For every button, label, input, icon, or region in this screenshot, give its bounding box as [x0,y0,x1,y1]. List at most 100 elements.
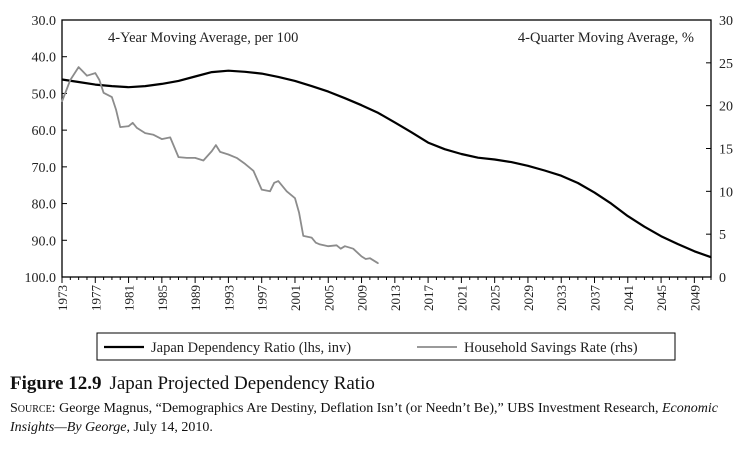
right-y-tick-label: 15 [719,143,733,158]
x-tick-label: 2013 [388,285,403,311]
dependency-ratio-point [394,121,396,123]
dependency-ratio-point [377,112,379,114]
savings-rate-point [202,159,204,162]
x-tick-label: 1985 [155,285,170,311]
savings-rate-point [360,255,363,257]
left-y-tick-label: 100.0 [25,271,57,286]
x-tick-label: 2037 [588,285,603,312]
dependency-ratio-point [477,157,479,159]
dependency-ratio-point [560,175,562,177]
dependency-ratio-point [177,80,180,82]
dependency-ratio-point [627,215,629,217]
savings-rate-point [365,258,367,260]
savings-rate-point [194,157,196,159]
x-tick-label: 2029 [521,285,536,311]
dependency-ratio-point [78,81,80,83]
savings-rate-line [61,66,379,265]
x-tick-label: 2049 [687,285,702,311]
dependency-ratio-point [311,85,313,87]
legend-label-dependency: Japan Dependency Ratio (lhs, inv) [151,340,351,356]
dependency-ratio-point [410,131,413,133]
left-y-tick-label: 50.0 [32,87,57,102]
axes [61,19,712,283]
savings-rate-point [161,138,163,140]
x-tick-label: 1989 [188,285,203,311]
savings-rate-point [252,170,254,172]
legend-box [96,332,676,361]
dependency-ratio-point [643,226,646,228]
dependency-ratio-point [61,78,63,81]
x-tick-label: 1997 [255,285,270,312]
dependency-ratio-point [360,104,363,106]
figure-label: Figure 12.9 [10,373,102,394]
figure-caption: Figure 12.9 Japan Projected Dependency Ra… [10,372,740,437]
x-tick-label: 2017 [421,285,436,312]
figure-title: Japan Projected Dependency Ratio [109,373,375,394]
dependency-ratio-point [427,142,429,144]
savings-rate-point [236,157,238,159]
right-y-tick-label: 30 [719,14,733,29]
dependency-ratio-point [527,165,529,167]
savings-rate-point [344,245,346,247]
dependency-ratio-point [194,75,196,78]
savings-rate-point [298,212,300,214]
legend-label-savings: Household Savings Rate (rhs) [464,340,638,356]
x-tick-label: 2033 [554,285,569,311]
dependency-ratio-point [277,76,279,78]
savings-rate-point [186,157,188,159]
source-italic: Economic Insights—By George [10,401,718,435]
savings-rate-point [177,156,180,158]
savings-rate-point [340,248,342,250]
dependency-ratio-point [111,85,113,87]
plot-frame [61,19,712,278]
savings-rate-point [61,100,63,102]
x-tick-label: 2009 [355,285,370,311]
savings-rate-point [219,151,221,153]
savings-rate-point [111,96,113,98]
dependency-ratio-point [510,161,512,163]
savings-rate-point [248,166,250,168]
right-y-tick-label: 5 [719,228,726,243]
savings-rate-point [215,144,217,146]
savings-rate-point [327,245,329,247]
savings-rate-point [261,189,263,191]
savings-rate-point [227,153,229,156]
savings-rate-point [94,72,96,74]
savings-rate-point [311,237,313,239]
dependency-ratio-point [460,153,462,155]
left-y-tick-label: 60.0 [32,124,57,139]
savings-rate-point [103,92,105,94]
savings-rate-point [211,150,213,152]
dependency-ratio-point [577,182,579,184]
dependency-ratio-point [144,85,146,87]
dependency-ratio-point [444,148,446,150]
legend: Japan Dependency Ratio (lhs, inv) Househo… [96,332,676,361]
savings-rate-point [336,244,338,246]
x-tick-label: 2021 [454,285,469,311]
dependency-ratio-point [294,80,296,82]
left-y-tick-label: 90.0 [32,234,57,249]
savings-rate-point [165,137,167,139]
axis-labels: 30.0 40.0 50.0 60.0 70.0 80.0 90.0 100.0 0 5 10 15 2… [25,14,734,311]
savings-rate-point [377,262,379,264]
dependency-ratio-point [227,70,229,72]
savings-rate-point [277,180,279,182]
source-text-2: , July 14, 2010. [126,420,213,435]
series-lines [61,66,712,265]
right-y-tick-label: 0 [719,271,726,286]
dependency-ratio-point [244,71,246,73]
savings-rate-point [352,248,354,250]
savings-rate-point [244,163,246,165]
dependency-ratio-point [693,250,696,252]
savings-rate-point [69,79,71,81]
dependency-ratio-line [61,69,712,259]
savings-rate-point [286,190,288,192]
x-tick-label: 2045 [654,285,669,311]
dependency-ratio-point [544,169,546,172]
x-tick-label: 1981 [122,285,137,311]
right-y-tick-label: 10 [719,185,733,200]
savings-rate-point [136,127,138,129]
savings-rate-point [128,125,130,127]
dependency-ratio-point [211,71,213,73]
source-text-1: George Magnus, “Demographics Are Destiny… [55,401,662,416]
